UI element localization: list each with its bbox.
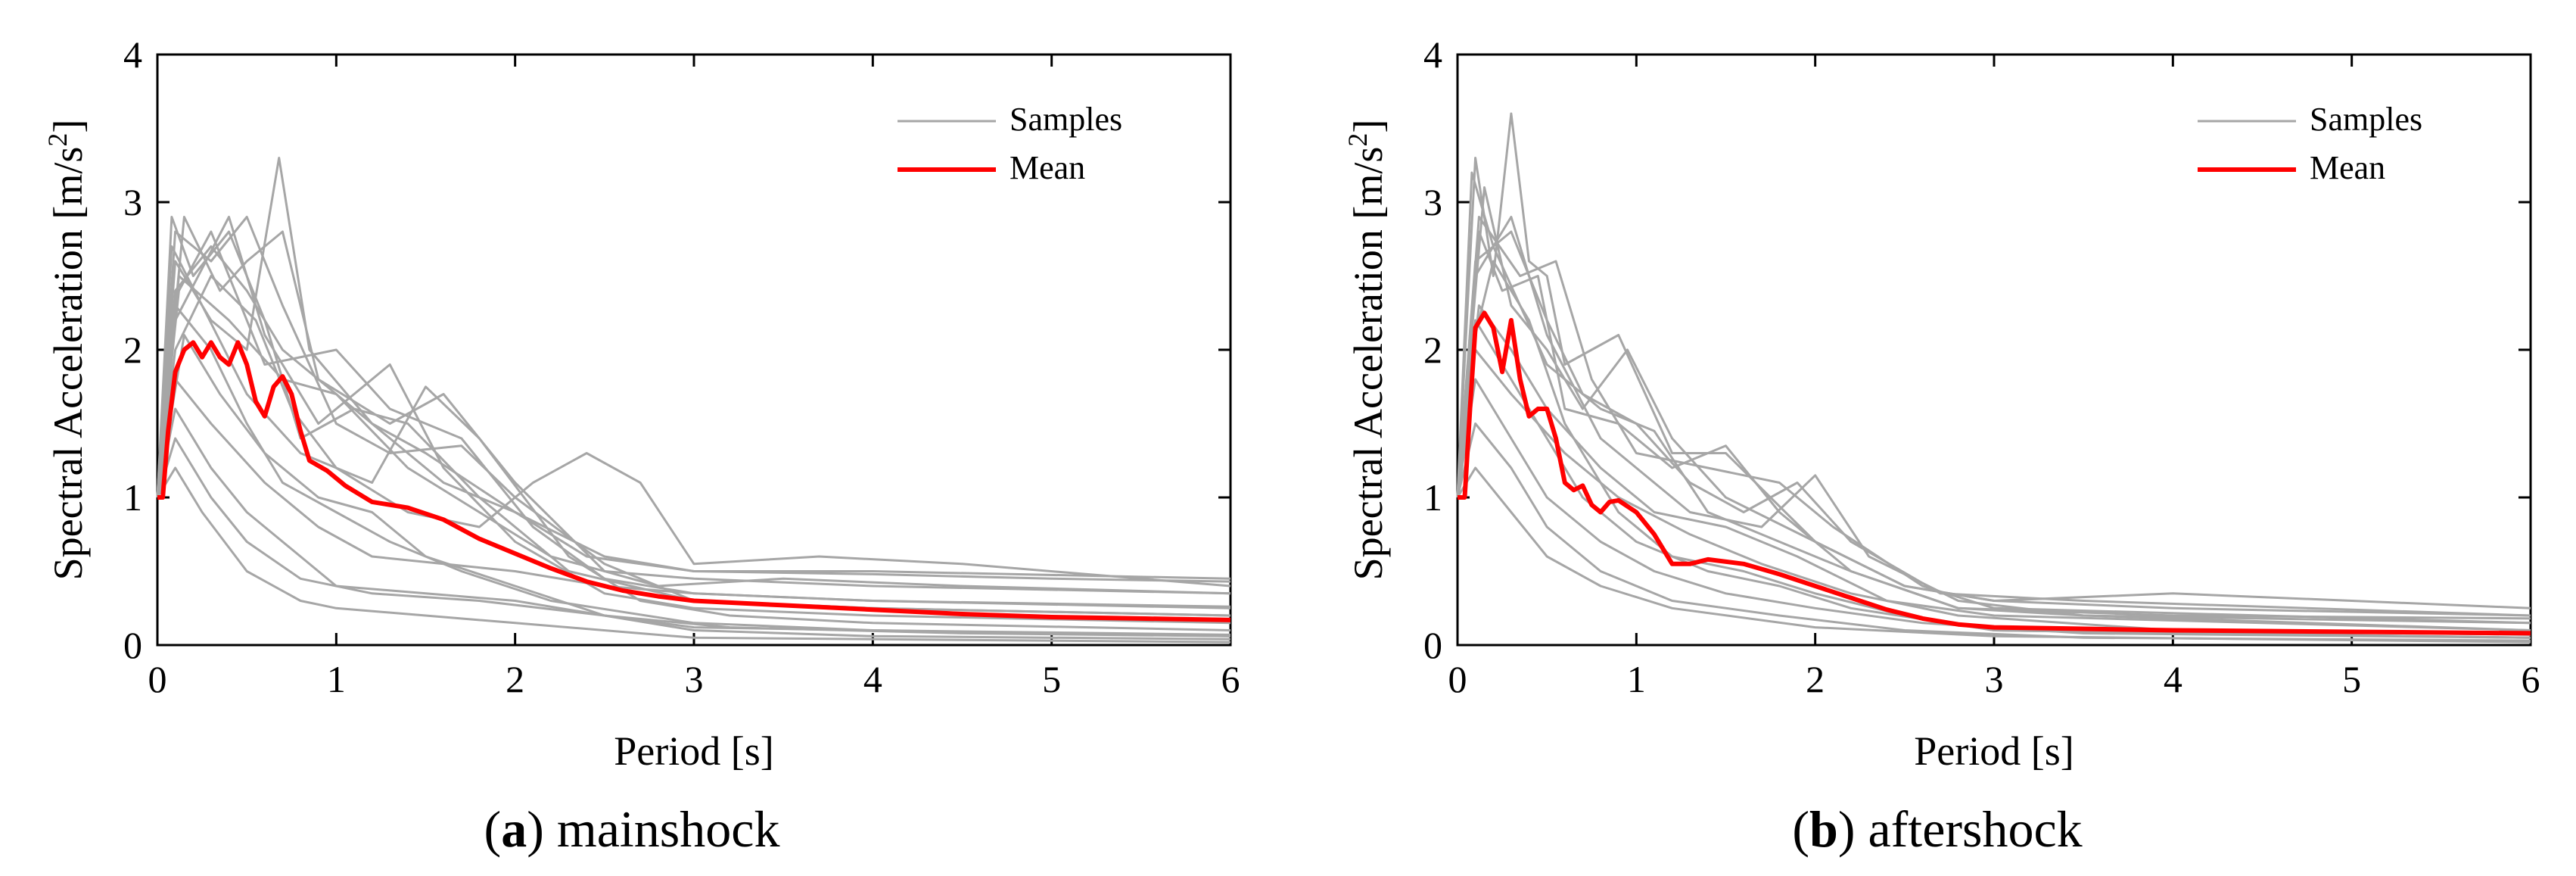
sample-line-5 xyxy=(1456,422,2531,642)
y-axis-title-text: Spectral Acceleration [m/s xyxy=(1346,147,1391,581)
sample-line-14 xyxy=(1456,348,2531,636)
sample-line-10 xyxy=(156,275,1231,595)
sample-line-6 xyxy=(156,275,1231,588)
sample-line-15 xyxy=(156,437,1231,638)
sample-line-9 xyxy=(156,304,1231,636)
sample-line-8 xyxy=(156,466,1231,644)
y-axis-title-bracket: ] xyxy=(1346,120,1391,133)
x-tick-label: 5 xyxy=(1042,658,1061,700)
x-axis-title-mainshock: Period [s] xyxy=(614,728,773,774)
sample-line-5 xyxy=(156,245,1231,631)
y-tick-label: 2 xyxy=(1423,329,1442,371)
mean-line-mainshock xyxy=(157,340,1231,622)
x-tick-label: 4 xyxy=(2164,658,2182,700)
mean-line-aftershock xyxy=(1458,310,2531,636)
x-tick-label: 5 xyxy=(2342,658,2361,700)
y-tick-label: 1 xyxy=(1423,476,1442,519)
sample-line-12 xyxy=(156,378,1231,608)
caption-mainshock: (a) mainshock xyxy=(484,800,780,858)
sample-line-6 xyxy=(1456,186,2531,617)
legend-samples-label: Samples xyxy=(1010,101,1122,138)
sample-line-3 xyxy=(1456,216,2531,625)
caption-letter: b xyxy=(1809,800,1838,858)
plot-area-mainshock xyxy=(156,53,1232,647)
y-axis-title-mainshock: Spectral Acceleration [m/s2] xyxy=(42,120,91,581)
sample-line-3 xyxy=(156,216,1231,625)
x-tick-label: 0 xyxy=(148,658,167,700)
sample-line-10 xyxy=(1456,230,2531,617)
x-tick-label: 3 xyxy=(685,658,704,700)
axis-ticks-mainshock: 0 1 2 3 4 5 6 0 1 2 3 4 xyxy=(123,33,1240,700)
sample-line-7 xyxy=(1456,319,2531,639)
x-tick-label: 0 xyxy=(1448,658,1467,700)
x-axis-title-aftershock: Period [s] xyxy=(1914,728,2074,774)
x-tick-label: 1 xyxy=(1627,658,1646,700)
legend-mean-label: Mean xyxy=(1010,149,1085,186)
sample-line-11 xyxy=(1456,466,2531,644)
y-axis-title-text: Spectral Acceleration [m/s xyxy=(45,147,91,581)
caption-letter: a xyxy=(501,800,527,858)
x-tick-label: 6 xyxy=(1221,658,1240,700)
sample-line-1 xyxy=(156,157,1231,583)
sample-series-mainshock xyxy=(156,157,1231,644)
y-axis-title-bracket: ] xyxy=(45,120,91,133)
y-tick-label: 4 xyxy=(1423,33,1442,76)
y-axis-title-superscript: 2 xyxy=(1342,133,1373,147)
plot-area-aftershock xyxy=(1456,53,2532,647)
caption-text: aftershock xyxy=(1868,800,2082,858)
caption-aftershock: (b) aftershock xyxy=(1792,800,2082,858)
y-tick-label: 1 xyxy=(123,476,142,519)
sample-line-13 xyxy=(1456,304,2531,631)
legend-mainshock: Samples Mean xyxy=(898,101,1122,186)
panel-aftershock: 0 1 2 3 4 5 6 0 1 2 3 4 Samples Mean Period [s] Spe… xyxy=(1342,33,2540,858)
sample-line-12 xyxy=(1456,171,2531,631)
y-tick-label: 3 xyxy=(123,181,142,223)
axis-ticks-aftershock: 0 1 2 3 4 5 6 0 1 2 3 4 xyxy=(1423,33,2540,700)
x-tick-label: 3 xyxy=(1985,658,2004,700)
y-axis-title-superscript: 2 xyxy=(42,133,73,147)
sample-line-2 xyxy=(156,216,1231,595)
caption-text: mainshock xyxy=(557,800,780,858)
x-tick-label: 6 xyxy=(2522,658,2540,700)
x-tick-label: 2 xyxy=(1806,658,1825,700)
y-tick-label: 2 xyxy=(123,329,142,371)
y-tick-label: 0 xyxy=(1423,624,1442,666)
legend-aftershock: Samples Mean xyxy=(2198,101,2422,186)
x-tick-label: 1 xyxy=(327,658,346,700)
sample-line-1 xyxy=(1456,112,2531,609)
panel-mainshock: 0 1 2 3 4 5 6 0 1 2 3 4 Samples Mean Period [s] Spe… xyxy=(42,33,1240,858)
legend-samples-label: Samples xyxy=(2310,101,2422,138)
y-tick-label: 3 xyxy=(1423,181,1442,223)
sample-series-aftershock xyxy=(1456,112,2531,644)
y-axis-title-aftershock: Spectral Acceleration [m/s2] xyxy=(1342,120,1391,581)
y-tick-label: 0 xyxy=(123,624,142,666)
x-tick-label: 2 xyxy=(506,658,524,700)
sample-line-14 xyxy=(156,245,1231,580)
y-tick-label: 4 xyxy=(123,33,142,76)
legend-mean-label: Mean xyxy=(2310,149,2385,186)
x-tick-label: 4 xyxy=(863,658,882,700)
